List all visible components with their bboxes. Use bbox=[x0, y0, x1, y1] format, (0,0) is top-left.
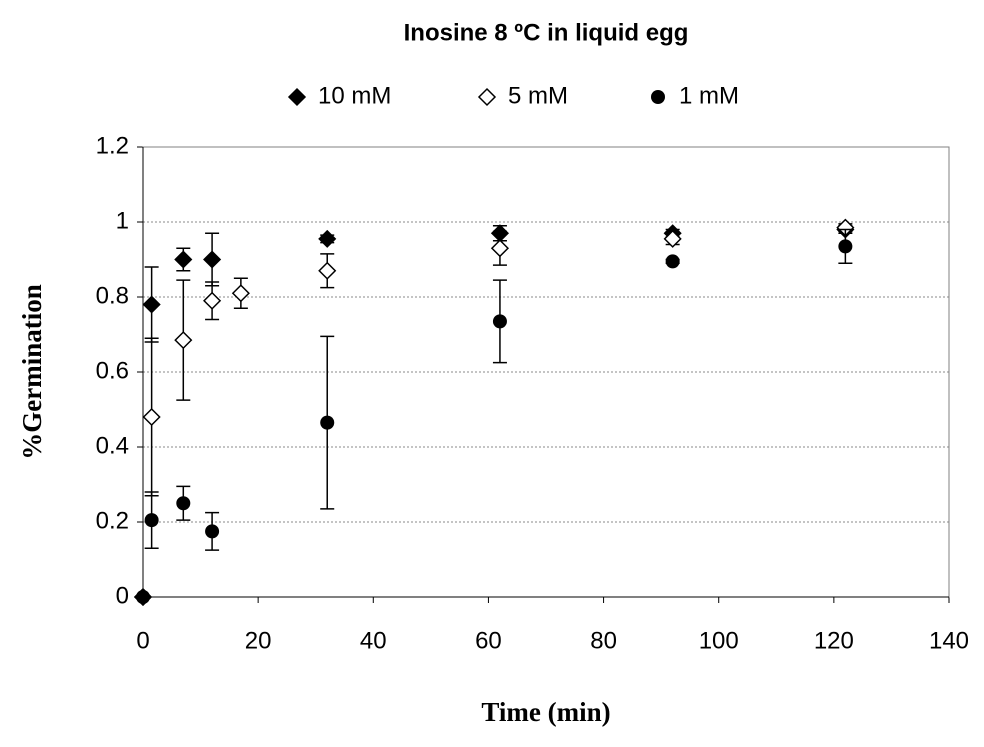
legend-marker bbox=[287, 87, 307, 107]
legend-label: 5 mM bbox=[508, 82, 568, 109]
marker bbox=[490, 239, 510, 258]
marker bbox=[205, 524, 220, 539]
legend-marker bbox=[477, 87, 497, 107]
y-tick-label: 1.2 bbox=[96, 132, 129, 159]
y-tick-label: 1 bbox=[116, 207, 129, 234]
marker bbox=[142, 295, 161, 314]
x-tick-label: 80 bbox=[590, 627, 617, 654]
x-tick-label: 60 bbox=[475, 627, 502, 654]
legend-label: 10 mM bbox=[318, 82, 391, 109]
x-tick-label: 40 bbox=[360, 627, 387, 654]
y-tick-label: 0.6 bbox=[96, 357, 129, 384]
marker bbox=[203, 250, 222, 269]
marker bbox=[231, 284, 250, 303]
y-axis-title: %Germination bbox=[17, 284, 47, 460]
marker bbox=[838, 239, 853, 254]
x-tick-label: 20 bbox=[245, 627, 272, 654]
y-tick-label: 0 bbox=[116, 582, 129, 609]
legend-label: 1 mM bbox=[679, 82, 739, 109]
y-tick-label: 0.8 bbox=[96, 282, 129, 309]
marker bbox=[320, 415, 335, 430]
marker bbox=[176, 496, 191, 511]
marker bbox=[665, 254, 680, 269]
marker bbox=[318, 261, 337, 280]
marker bbox=[203, 291, 222, 310]
marker bbox=[136, 590, 150, 604]
marker bbox=[492, 314, 507, 329]
y-tick-label: 0.2 bbox=[96, 507, 129, 534]
marker bbox=[142, 407, 161, 427]
legend-marker bbox=[651, 90, 665, 104]
x-tick-label: 140 bbox=[929, 627, 969, 654]
marker bbox=[174, 250, 193, 269]
x-tick-label: 100 bbox=[699, 627, 739, 654]
chart-title: Inosine 8 ºC in liquid egg bbox=[404, 19, 689, 46]
marker bbox=[663, 229, 682, 248]
marker bbox=[174, 331, 193, 350]
marker bbox=[318, 229, 337, 248]
y-tick-label: 0.4 bbox=[96, 432, 129, 459]
x-axis-title: Time (min) bbox=[481, 697, 610, 727]
x-tick-label: 120 bbox=[814, 627, 854, 654]
x-tick-label: 0 bbox=[136, 627, 149, 654]
marker bbox=[144, 513, 159, 528]
